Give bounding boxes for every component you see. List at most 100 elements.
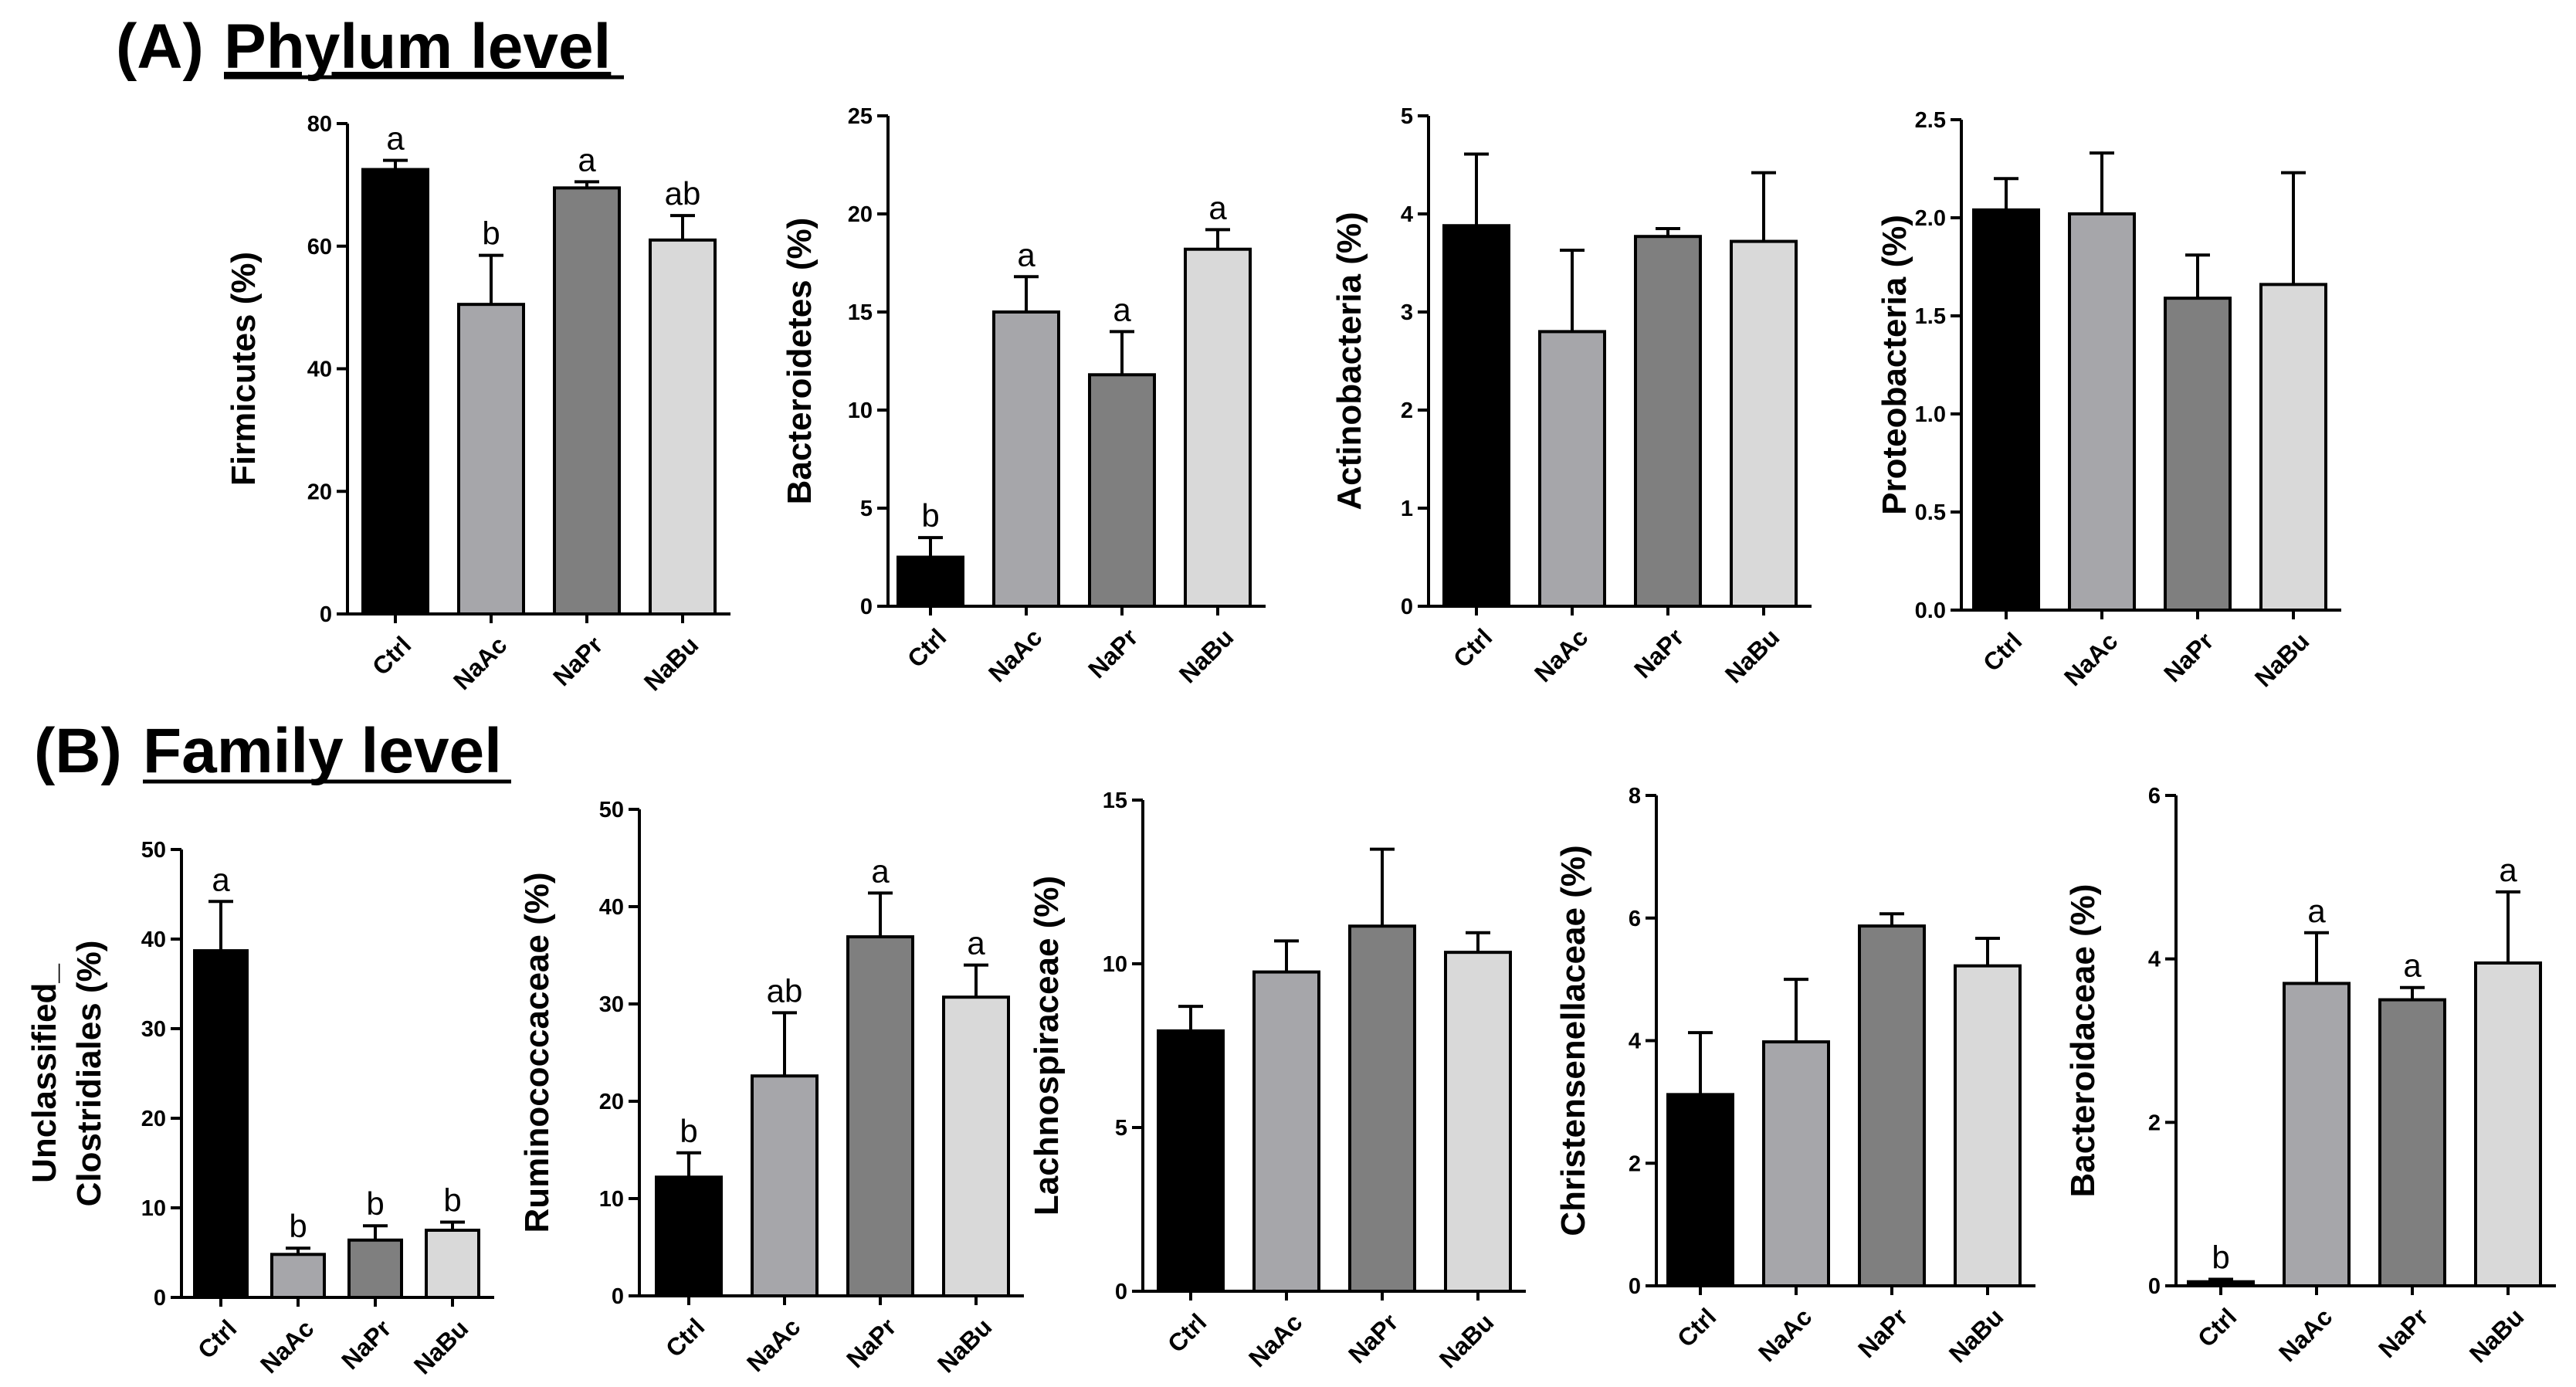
y-tick-label: 0 <box>1401 595 1413 619</box>
y-tick-label: 40 <box>141 927 166 952</box>
x-tick-label: NaBu <box>639 631 704 697</box>
y-tick-label: 50 <box>599 798 624 822</box>
significance-letter: a <box>2307 893 2326 929</box>
chart-christensenellaceae: 0 2 4 6 8 Christensenellaceae (%) Ctrl NaAc NaPr… <box>1554 784 2035 1368</box>
y-tick-label: 20 <box>307 480 332 504</box>
bar-naac <box>751 1074 819 1297</box>
y-tick-label: 20 <box>848 202 873 227</box>
bar-nabu <box>1954 964 2022 1287</box>
y-tick-label: 4 <box>1401 202 1413 227</box>
bar-naac <box>2283 982 2351 1287</box>
significance-letter: a <box>1113 291 1131 327</box>
x-tick-label: Ctrl <box>192 1314 242 1364</box>
y-axis-title: Ruminococcaceae (%) <box>518 872 556 1233</box>
x-tick-label: NaBu <box>2249 627 2315 693</box>
bar-nabu <box>942 995 1010 1298</box>
significance-letter: a <box>2403 948 2422 984</box>
x-tick-label: NaBu <box>932 1313 998 1379</box>
y-axis-title: Bacteroidaceae (%) <box>2064 884 2102 1198</box>
significance-letter: b <box>921 497 939 534</box>
bar-naac <box>992 310 1060 608</box>
bar-ctrl <box>1442 224 1510 608</box>
section-b-label: (B) <box>34 716 122 786</box>
bar-ctrl <box>1666 1093 1734 1287</box>
x-tick-label: Ctrl <box>660 1313 710 1362</box>
x-tick-label: NaPr <box>841 1313 901 1373</box>
significance-letter: a <box>967 925 985 961</box>
bar-napr <box>553 186 621 616</box>
y-tick-label: 2.0 <box>1915 206 1946 231</box>
bar-naac <box>270 1253 326 1299</box>
y-tick-label: 5 <box>1401 104 1413 129</box>
bar-naac <box>1252 970 1320 1293</box>
x-tick-label: NaBu <box>1720 623 1785 689</box>
y-tick-label: 5 <box>1115 1116 1127 1141</box>
significance-letter: a <box>2499 852 2517 888</box>
y-tick-label: 2 <box>1401 398 1413 423</box>
chart-bacteroidaceae: 0 2 4 6 Bacteroidaceae (%) b Ctrl a NaAc a NaPr a Na… <box>2064 784 2556 1368</box>
significance-letter: a <box>1017 236 1035 273</box>
bar-ctrl <box>193 949 249 1299</box>
chart-lachnospiraceae: 0 5 10 15 Lachnospiraceae (%) Ctrl NaAc NaPr NaB… <box>1028 788 1526 1373</box>
section-b-heading: (B) Family level <box>34 716 511 786</box>
chart-bacteroidetes: 0 5 10 15 20 25 Bacteroidetes (%) b Ctrl a NaAc a Na… <box>781 104 1266 688</box>
bar-nabu <box>1184 247 1252 608</box>
x-tick-label: NaBu <box>2464 1303 2530 1368</box>
y-tick-label: 0 <box>1115 1280 1127 1304</box>
bar-nabu <box>425 1229 480 1299</box>
significance-letter: ab <box>665 175 701 212</box>
y-tick-label: 20 <box>141 1107 166 1131</box>
significance-letter: b <box>289 1208 307 1244</box>
bar-napr <box>1088 373 1156 608</box>
significance-letter: b <box>2212 1239 2229 1276</box>
bar-nabu <box>1444 951 1512 1294</box>
y-tick-label: 40 <box>599 895 624 920</box>
y-tick-label: 1.0 <box>1915 402 1946 427</box>
significance-letter: a <box>871 853 890 889</box>
x-tick-label: NaPr <box>1343 1308 1403 1368</box>
bar-naac <box>1538 330 1606 608</box>
y-axis-title: Proteobacteria (%) <box>1876 215 1913 515</box>
section-a-label: (A) <box>116 12 204 82</box>
x-tick-label: NaAc <box>1753 1303 1817 1367</box>
y-axis-title: Unclassified_ <box>25 964 63 1183</box>
significance-letter: a <box>386 120 405 157</box>
y-tick-label: 30 <box>141 1017 166 1042</box>
y-axis-title: Bacteroidetes (%) <box>781 218 819 505</box>
x-tick-label: NaBu <box>1944 1303 2009 1368</box>
x-tick-label: NaPr <box>2373 1303 2433 1363</box>
x-tick-label: Ctrl <box>1978 627 2027 677</box>
x-tick-label: NaAc <box>448 631 512 695</box>
significance-letter: b <box>443 1182 461 1219</box>
y-tick-label: 80 <box>307 112 332 137</box>
y-tick-label: 50 <box>141 838 166 863</box>
bar-ctrl <box>2187 1280 2255 1288</box>
y-tick-label: 15 <box>1103 788 1127 813</box>
x-tick-label: NaAc <box>2059 627 2123 691</box>
significance-letter: b <box>680 1113 697 1149</box>
x-tick-label: NaPr <box>1083 623 1143 683</box>
x-tick-label: NaPr <box>547 631 608 691</box>
section-a-heading: (A) Phylum level <box>116 12 624 82</box>
y-axis-title: Clostridiales (%) <box>70 941 108 1207</box>
significance-letter: a <box>578 141 596 178</box>
bar-napr <box>1858 924 1926 1287</box>
y-tick-label: 0 <box>860 595 873 619</box>
x-tick-label: Ctrl <box>1162 1308 1212 1358</box>
y-tick-label: 0 <box>612 1284 624 1309</box>
bar-nabu <box>1730 239 1798 608</box>
y-tick-label: 10 <box>1103 952 1127 977</box>
y-tick-label: 2 <box>2148 1111 2161 1135</box>
bar-napr <box>347 1238 403 1300</box>
y-tick-label: 0.5 <box>1915 500 1946 525</box>
y-tick-label: 4 <box>1629 1029 1641 1054</box>
bar-ctrl <box>1157 1029 1225 1294</box>
y-tick-label: 5 <box>860 497 873 521</box>
x-tick-label: Ctrl <box>367 631 416 680</box>
y-tick-label: 1 <box>1401 497 1413 521</box>
significance-letter: a <box>1208 189 1227 226</box>
chart-proteobacteria: 0.0 0.5 1.0 1.5 2.0 2.5 Proteobacteria (%) Ctrl… <box>1876 108 2341 692</box>
y-tick-label: 20 <box>599 1090 624 1114</box>
